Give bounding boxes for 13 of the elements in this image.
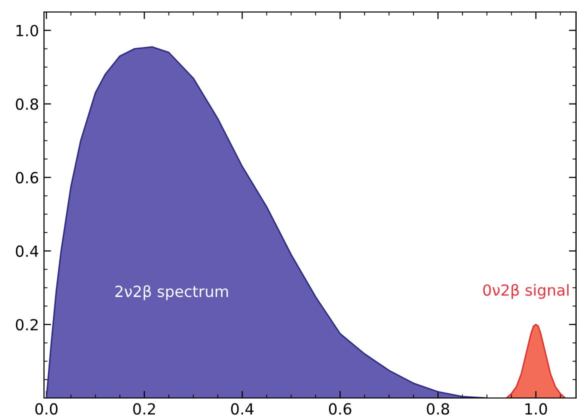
series-label: 2ν2β spectrum — [115, 285, 228, 300]
y-tick-label: 0.8 — [16, 98, 38, 110]
y-tick-label: 0.2 — [16, 318, 38, 330]
x-tick-label: 0.4 — [231, 403, 254, 415]
x-tick-label: 1.0 — [525, 403, 547, 415]
y-tick-label: 1.0 — [16, 24, 38, 36]
text: 0ν2β signal — [483, 284, 569, 299]
x-tick-label: 0.2 — [133, 403, 155, 415]
y-tick-label: 0.4 — [16, 245, 38, 257]
x-tick-label: 0.0 — [35, 403, 58, 415]
y-tick-label: 0.6 — [16, 172, 38, 184]
x-tick-label: 0.6 — [328, 403, 352, 415]
x-tick-label: 0.8 — [426, 403, 450, 415]
